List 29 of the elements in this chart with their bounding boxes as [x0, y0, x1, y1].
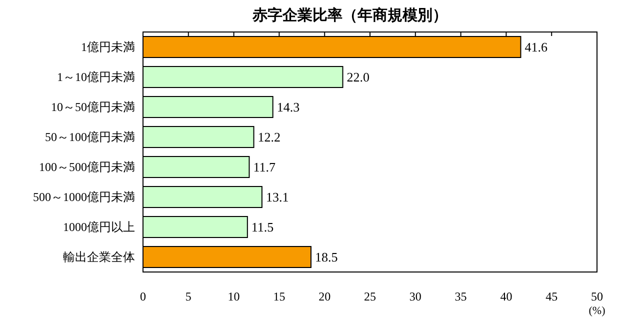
x-tick-label: 25 — [364, 290, 376, 304]
data-label: 14.3 — [276, 100, 300, 115]
x-tick-label: 50 — [591, 290, 603, 304]
data-label: 11.5 — [251, 220, 274, 235]
data-label: 12.2 — [258, 130, 281, 145]
data-label: 11.7 — [253, 160, 276, 175]
y-tick-label: 1億円未満 — [81, 40, 135, 54]
x-axis-title: (%) — [588, 305, 606, 317]
x-tick-label: 20 — [318, 290, 331, 304]
x-tick-label: 30 — [409, 290, 422, 304]
x-tick-label: 5 — [185, 290, 192, 304]
y-tick-label: 1000億円以上 — [63, 220, 135, 234]
x-tick-label: 35 — [454, 290, 467, 304]
y-tick-label: 100～500億円未満 — [39, 160, 135, 174]
chart-title: 赤字企業比率（年商規模別） — [252, 6, 448, 24]
data-label: 13.1 — [266, 190, 289, 205]
data-label: 18.5 — [314, 250, 338, 265]
y-tick-label: 500～1000億円未満 — [33, 190, 135, 204]
y-tick-label: 50～100億円未満 — [45, 130, 135, 144]
x-tick-label: 15 — [273, 290, 286, 304]
x-tick-label: 10 — [228, 290, 240, 304]
data-label: 22.0 — [346, 70, 370, 85]
y-tick-label: 1～10億円未満 — [57, 70, 135, 84]
x-tick-label: 40 — [500, 290, 512, 304]
y-tick-label: 輸出企業全体 — [63, 250, 135, 264]
y-tick-label: 10～50億円未満 — [51, 100, 135, 114]
data-label: 41.6 — [524, 40, 548, 55]
x-tick-label: 0 — [140, 290, 146, 304]
x-tick-label: 45 — [546, 290, 558, 304]
